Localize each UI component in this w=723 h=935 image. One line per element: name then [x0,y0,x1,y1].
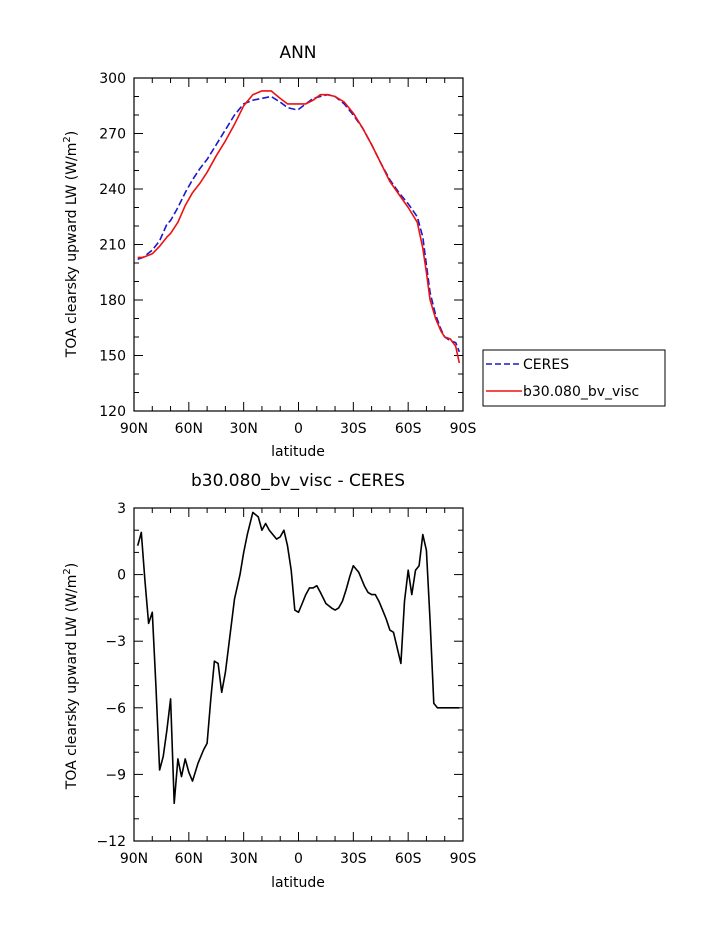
bottom-y-axis-label: TOA clearsky upward LW (W/m2) [62,563,80,790]
top-y-axis-label: TOA clearsky upward LW (W/m2) [62,131,80,358]
legend-box [482,349,666,407]
top-ytick-label: 150 [99,349,126,365]
legend-label-model: b30.080_bv_visc [523,384,639,400]
top-xtick-label: 0 [294,421,303,437]
top-xtick-label: 60N [175,421,203,437]
bottom-series-lines [136,511,460,805]
bottom-ytick-label: −3 [105,634,126,650]
bottom-ytick-label: −12 [96,834,126,850]
top-panel: ANN 90N 60N 30N 0 30S 60S 90S 120 150 180 210 240 27… [62,43,666,460]
bottom-ytick-label: −9 [105,767,126,783]
bottom-plot-frame [133,507,464,842]
top-series-line-ceres [137,93,461,353]
top-xtick-label: 30N [230,421,258,437]
legend: CERES b30.080_bv_visc [482,349,666,407]
bottom-ytick-label: −6 [105,701,126,717]
bottom-xtick-label: 0 [294,851,303,867]
legend-label-ceres: CERES [523,357,569,373]
bottom-xtick-label: 30S [340,851,367,867]
top-xtick-label: 60S [395,421,422,437]
top-axis-ticks: 90N 60N 30N 0 30S 60S 90S 120 150 180 210 240 270 300 [99,71,476,437]
bottom-panel: b30.080_bv_visc - CERES 90N 60N 30N 0 30S 60S… [62,471,476,891]
top-ytick-label: 270 [99,127,126,143]
top-plot-frame [133,77,464,412]
bottom-series-line-0 [136,511,460,805]
bottom-xtick-label: 60N [175,851,203,867]
top-xtick-label: 90S [450,421,477,437]
top-ytick-label: 300 [99,71,126,87]
bottom-xtick-label: 30N [230,851,258,867]
bottom-xtick-label: 60S [395,851,422,867]
top-ytick-label: 180 [99,293,126,309]
bottom-ytick-label: 3 [117,501,126,517]
bottom-axis-ticks: 90N 60N 30N 0 30S 60S 90S −12 −9 −6 −3 0 3 [96,501,476,867]
top-ytick-label: 240 [99,182,126,198]
top-xtick-label: 30S [340,421,367,437]
top-series-line-b30-080-bv-visc [137,90,461,364]
bottom-ytick-label: 0 [117,568,126,584]
bottom-chart-title: b30.080_bv_visc - CERES [191,471,405,491]
top-series-lines [137,90,461,364]
bottom-xtick-label: 90N [120,851,148,867]
bottom-x-axis-label: latitude [271,875,325,891]
top-chart-title: ANN [279,43,316,63]
top-xtick-label: 90N [120,421,148,437]
top-ytick-label: 210 [99,238,126,254]
top-x-axis-label: latitude [271,444,325,460]
bottom-xtick-label: 90S [450,851,477,867]
top-ytick-label: 120 [99,404,126,420]
